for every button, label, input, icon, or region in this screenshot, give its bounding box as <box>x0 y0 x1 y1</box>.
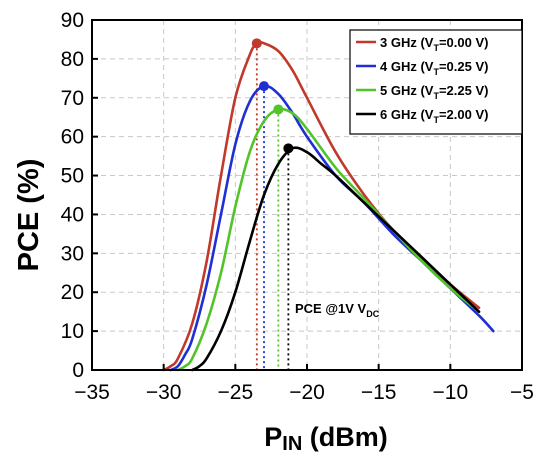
legend-box <box>349 29 523 135</box>
y-tick-label: 0 <box>72 359 84 382</box>
peak-point <box>259 81 269 92</box>
legend-label-text: 6 GHz (V <box>380 107 434 122</box>
peak-points <box>251 38 294 154</box>
legend-label-subscript: T <box>433 43 439 53</box>
legend-label: 5 GHz (VT=2.25 V) <box>380 83 488 101</box>
annotation-subscript: DC <box>366 309 379 319</box>
legend-label: 6 GHz (VT=2.00 V) <box>380 107 488 125</box>
legend-label-text: =0.00 V) <box>439 35 489 50</box>
y-tick-label: 50 <box>61 165 84 188</box>
legend-label-text: =0.25 V) <box>439 59 489 74</box>
annotation-text: PCE @1V V <box>295 301 367 316</box>
legend-label-text: =2.00 V) <box>439 107 489 122</box>
peak-point <box>283 143 294 154</box>
legend-label-text: 4 GHz (V <box>380 59 434 74</box>
x-axis-title-rest: (dBm) <box>302 422 387 452</box>
legend-label-subscript: T <box>433 67 439 77</box>
x-tick-label: −35 <box>74 381 110 404</box>
legend-label: 4 GHz (VT=0.25 V) <box>380 59 488 77</box>
x-axis-title: PIN (dBm) <box>264 422 388 455</box>
peak-annotation: PCE @1V VDC <box>295 301 380 319</box>
legend-label-text: =2.25 V) <box>439 83 489 98</box>
y-tick-label: 90 <box>61 9 84 32</box>
y-tick-label: 60 <box>61 126 84 149</box>
x-tick-label: −20 <box>289 381 325 404</box>
y-tick-label: 80 <box>61 48 84 71</box>
y-tick-label: 40 <box>61 203 84 226</box>
y-tick-label: 10 <box>61 320 84 343</box>
peak-point <box>273 104 284 115</box>
legend: 3 GHz (VT=0.00 V)4 GHz (VT=0.25 V)5 GHz … <box>349 29 523 135</box>
y-tick-label: 20 <box>61 281 84 304</box>
x-tick-label: −5 <box>510 381 534 404</box>
x-tick-label: −10 <box>433 381 469 404</box>
axis-ticks: −35 −30 −25 −20 −15 −10 −5 0 10 20 30 40 50 60 70 80 90 <box>61 9 534 404</box>
x-tick-label: −30 <box>146 381 182 404</box>
legend-label-subscript: T <box>433 115 439 125</box>
x-tick-label: −25 <box>218 381 254 404</box>
y-axis-title: PCE (%) <box>13 159 45 272</box>
legend-label-text: 5 GHz (V <box>380 83 434 98</box>
peak-point <box>251 38 262 49</box>
y-tick-label: 70 <box>61 87 84 110</box>
x-tick-label: −15 <box>361 381 397 404</box>
peak-marker-lines <box>255 43 290 370</box>
y-tick-label: 30 <box>61 242 84 265</box>
x-axis-title-main: P <box>264 422 282 452</box>
x-axis-title-sub: IN <box>282 433 302 455</box>
legend-label-subscript: T <box>433 91 439 101</box>
legend-label-text: 3 GHz (V <box>380 35 434 50</box>
legend-label: 3 GHz (VT=0.00 V) <box>380 35 488 53</box>
